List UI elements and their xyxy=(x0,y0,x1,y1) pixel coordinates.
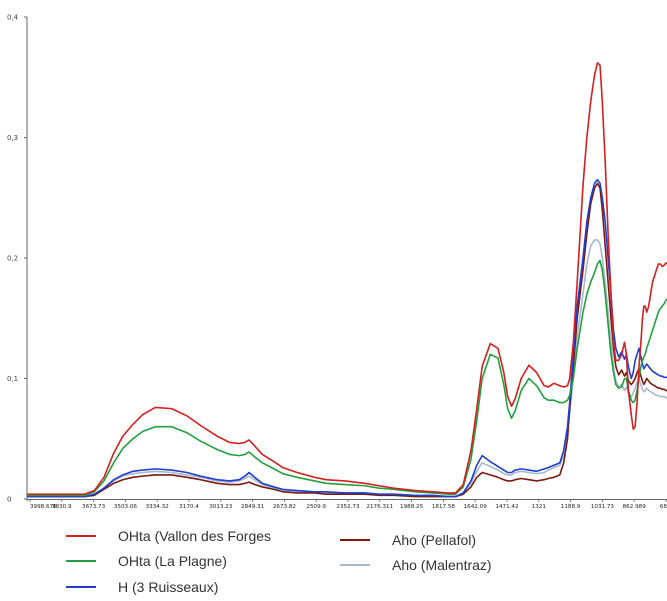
series-line-1 xyxy=(27,259,667,497)
series-line-3 xyxy=(27,182,667,498)
series-line-0 xyxy=(27,61,667,495)
x-tick-label: 862.989 xyxy=(623,504,647,510)
legend-swatch-pellafol xyxy=(340,539,370,541)
x-tick-label: 3013.23 xyxy=(209,504,233,510)
x-tick-label: 1188.9 xyxy=(561,504,581,510)
legend-swatch-vallon-des-forges xyxy=(66,535,96,537)
x-tick-label: 3334.32 xyxy=(146,504,169,510)
y-axis: 0 0,1 0,2 0,3 0,4 xyxy=(7,14,28,504)
legend-swatch-la-plagne xyxy=(66,560,96,562)
legend-label-malentraz: Aho (Malentraz) xyxy=(392,557,492,573)
x-tick-label: 2352.73 xyxy=(336,504,360,510)
legend-label-la-plagne: OHta (La Plagne) xyxy=(118,553,227,569)
legend: OHta (Vallon des Forges OHta (La Plagne)… xyxy=(0,520,667,601)
legend-swatch-3-ruisseaux xyxy=(66,586,96,588)
x-tick-label: 685. xyxy=(660,504,667,510)
legend-swatch-malentraz xyxy=(340,564,370,566)
x-tick-label: 3170.4 xyxy=(179,504,199,510)
x-tick-label: 1471.42 xyxy=(495,504,518,510)
x-tick-label: 2849.31 xyxy=(241,504,265,510)
legend-item-vallon-des-forges: OHta (Vallon des Forges xyxy=(66,528,271,544)
x-tick-label: 3503.06 xyxy=(114,504,138,510)
x-tick-label: 3673.73 xyxy=(82,504,106,510)
y-tick-label: 0,4 xyxy=(7,14,19,22)
x-tick-label: 3830.9 xyxy=(52,504,72,510)
legend-label-3-ruisseaux: H (3 Ruisseaux) xyxy=(118,579,219,595)
legend-item-malentraz: Aho (Malentraz) xyxy=(340,557,492,573)
series-line-4 xyxy=(27,239,667,498)
x-tick-label: 1988.25 xyxy=(400,504,424,510)
legend-label-vallon-des-forges: OHta (Vallon des Forges xyxy=(118,528,272,544)
x-tick-label: 3998.676 xyxy=(30,504,57,510)
legend-label-pellafol: Aho (Pellafol) xyxy=(392,532,477,548)
x-tick-label: 1031.73 xyxy=(591,504,615,510)
x-tick-label: 2509.9 xyxy=(306,504,326,510)
y-tick-label: 0,2 xyxy=(7,255,18,263)
x-tick-label: 1321 xyxy=(532,504,547,510)
x-tick-label: 2176.311 xyxy=(366,504,393,510)
series-layer xyxy=(27,61,667,498)
y-tick-label: 0 xyxy=(7,496,11,504)
legend-item-la-plagne: OHta (La Plagne) xyxy=(66,553,227,569)
y-tick-label: 0,3 xyxy=(7,134,18,142)
y-tick-label: 0,1 xyxy=(7,375,18,383)
legend-item-pellafol: Aho (Pellafol) xyxy=(340,532,476,548)
x-tick-label: 2673.82 xyxy=(273,504,296,510)
x-tick-label: 1817.58 xyxy=(432,504,456,510)
x-tick-label: 1642.09 xyxy=(464,504,488,510)
legend-item-3-ruisseaux: H (3 Ruisseaux) xyxy=(66,579,218,595)
